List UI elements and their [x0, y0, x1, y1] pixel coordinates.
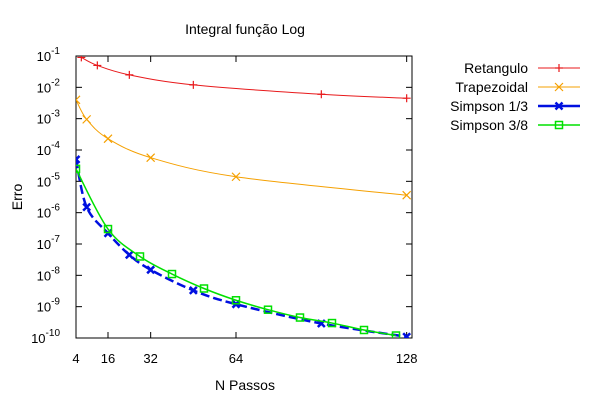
data-point — [76, 164, 81, 174]
series-line — [76, 99, 407, 196]
data-point — [199, 284, 209, 293]
x-tick-label: 64 — [229, 351, 243, 366]
y-tick-exponent: -4 — [51, 140, 60, 151]
y-tick-label: 10-4 — [37, 140, 61, 158]
data-point — [124, 250, 134, 260]
data-point — [77, 56, 86, 62]
y-tick-label: 10-7 — [37, 234, 61, 252]
series-simpson-1-3 — [76, 155, 412, 338]
data-point — [103, 224, 113, 234]
data-point — [263, 305, 273, 314]
y-axis: 10-1 10-2 10-3 10-4 10-5 10-6 10-7 10-8 10-9 10-1… — [31, 46, 412, 346]
legend-label: Retangulo — [464, 60, 528, 76]
data-point — [125, 70, 134, 79]
y-tick-label: 10-6 — [37, 203, 61, 221]
legend-label: Simpson 1/3 — [450, 98, 528, 114]
y-tick-label: 10-1 — [37, 46, 61, 64]
legend-marker — [554, 82, 564, 92]
data-point — [82, 202, 92, 212]
data-point — [76, 95, 81, 105]
y-tick-label: 10-2 — [37, 77, 61, 95]
x-tick-label: 4 — [72, 351, 79, 366]
data-point — [103, 134, 113, 144]
legend-label: Trapezoidal — [455, 79, 528, 95]
data-point — [231, 296, 241, 305]
series-line — [81, 56, 407, 99]
y-tick-exponent: -5 — [51, 171, 60, 182]
data-point — [402, 190, 412, 200]
y-axis-label: Erro — [9, 184, 25, 211]
x-tick-label: 16 — [101, 351, 115, 366]
legend-marker — [555, 64, 563, 72]
y-tick-label: 10-5 — [37, 171, 61, 189]
data-point — [317, 90, 326, 99]
series-retangulo — [77, 56, 411, 103]
legend-marker — [554, 101, 564, 111]
x-axis-label: N Passos — [215, 377, 275, 393]
plot-area — [75, 55, 413, 339]
chart-title: Integral função Log — [185, 21, 305, 37]
y-tick-exponent: -9 — [51, 297, 60, 308]
y-tick-exponent: -1 — [51, 46, 60, 57]
series-layer — [76, 56, 412, 338]
y-tick-exponent: -6 — [51, 203, 60, 214]
series-line — [76, 159, 407, 338]
data-point — [146, 153, 156, 163]
series-trapezoidal — [76, 95, 412, 200]
legend-label: Simpson 3/8 — [450, 117, 528, 133]
x-axis: 4 16 32 64 128 — [72, 56, 418, 366]
y-tick-exponent: -3 — [51, 109, 60, 120]
data-point — [135, 252, 145, 261]
y-tick-exponent: -2 — [51, 77, 60, 88]
data-point — [402, 332, 412, 338]
y-tick-exponent: -8 — [51, 265, 60, 276]
data-point — [231, 172, 241, 182]
legend-marker — [554, 120, 564, 130]
data-point — [402, 94, 411, 103]
data-point — [146, 265, 156, 275]
data-point — [359, 325, 369, 335]
y-tick-label: 10-10 — [31, 328, 60, 346]
data-point — [167, 269, 177, 279]
data-point — [82, 114, 92, 124]
data-point — [188, 286, 198, 295]
series-simpson-3-8 — [76, 164, 401, 338]
data-point — [189, 80, 198, 89]
data-point — [327, 318, 337, 328]
series-line — [76, 168, 397, 337]
legend: Retangulo Trapezoidal Simpson 1/3 Simpson 3… — [450, 60, 580, 133]
data-point — [295, 313, 305, 322]
y-tick-label: 10-9 — [37, 297, 61, 315]
y-tick-exponent: -10 — [46, 328, 61, 339]
y-tick-label: 10-8 — [37, 265, 61, 283]
x-tick-label: 32 — [143, 351, 157, 366]
data-point — [93, 61, 102, 70]
data-point — [391, 331, 401, 338]
data-point — [76, 155, 81, 164]
y-tick-exponent: -7 — [51, 234, 60, 245]
x-tick-label: 128 — [396, 351, 418, 366]
y-tick-label: 10-3 — [37, 109, 61, 127]
